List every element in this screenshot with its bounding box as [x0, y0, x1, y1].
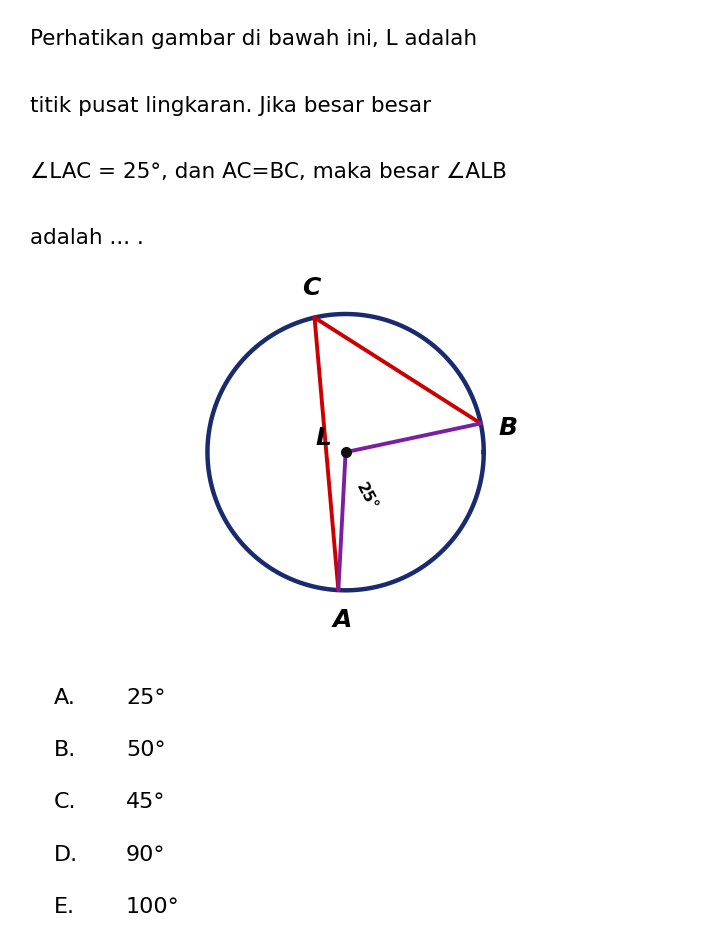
Text: ∠LAC = 25°, dan AC=BC, maka besar ∠ALB: ∠LAC = 25°, dan AC=BC, maka besar ∠ALB	[30, 162, 507, 182]
Text: D.: D.	[54, 844, 78, 865]
Text: 25°: 25°	[126, 688, 166, 707]
Text: E.: E.	[54, 897, 75, 917]
Text: A: A	[333, 609, 352, 632]
Text: 25°: 25°	[353, 480, 379, 512]
Text: Perhatikan gambar di bawah ini, L adalah: Perhatikan gambar di bawah ini, L adalah	[30, 29, 477, 49]
Text: C.: C.	[54, 792, 76, 812]
Text: A.: A.	[54, 688, 76, 707]
Text: C: C	[302, 276, 321, 300]
Text: 100°: 100°	[126, 897, 180, 917]
Text: B: B	[499, 415, 518, 440]
Text: titik pusat lingkaran. Jika besar besar: titik pusat lingkaran. Jika besar besar	[30, 95, 431, 116]
Text: 50°: 50°	[126, 740, 166, 760]
Text: 90°: 90°	[126, 844, 166, 865]
Text: B.: B.	[54, 740, 76, 760]
Text: adalah ... .: adalah ... .	[30, 228, 144, 248]
Text: L: L	[315, 427, 331, 450]
Text: 45°: 45°	[126, 792, 166, 812]
